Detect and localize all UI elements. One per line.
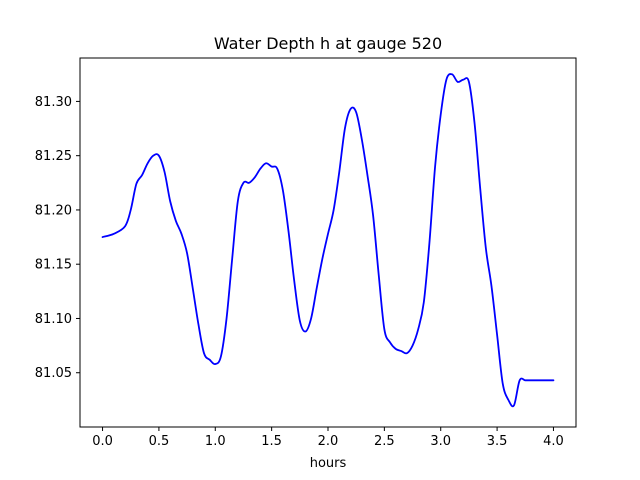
y-tick-label: 81.10 — [35, 312, 72, 327]
x-tick-label: 0.5 — [149, 434, 170, 449]
x-axis-ticks: 0.0 0.5 1.0 1.5 2.0 2.5 3.0 3.5 4.0 — [92, 427, 564, 449]
plot-area — [79, 57, 577, 428]
y-tick-label: 81.25 — [35, 149, 72, 164]
y-tick-label: 81.30 — [35, 95, 72, 110]
x-tick-label: 4.0 — [543, 434, 564, 449]
y-tick-label: 81.20 — [35, 203, 72, 218]
x-tick-label: 1.0 — [205, 434, 226, 449]
x-tick-label: 3.5 — [487, 434, 508, 449]
y-axis-ticks: 81.05 81.10 81.15 81.20 81.25 81.30 — [35, 95, 80, 381]
chart-title: Water Depth h at gauge 520 — [214, 34, 442, 53]
x-tick-label: 1.5 — [261, 434, 282, 449]
x-tick-label: 2.0 — [318, 434, 339, 449]
x-tick-label: 2.5 — [374, 434, 395, 449]
x-tick-label: 3.0 — [430, 434, 451, 449]
y-tick-label: 81.05 — [35, 366, 72, 381]
x-axis-label: hours — [310, 456, 347, 471]
y-tick-label: 81.15 — [35, 258, 72, 273]
series-line-0 — [101, 73, 555, 408]
x-tick-label: 0.0 — [92, 434, 113, 449]
